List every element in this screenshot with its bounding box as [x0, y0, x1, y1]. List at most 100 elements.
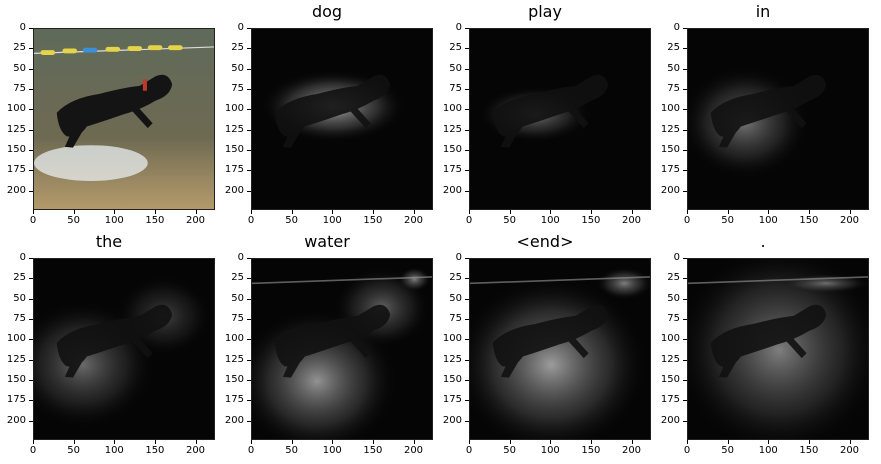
y-tick-label: 50 [667, 292, 680, 304]
subplot-title: <end> [516, 232, 574, 251]
y-tick-mark [247, 379, 251, 381]
subplot-panel: in 0 25 50 75 100 125 150 175 200 0 50 100 150 200 [654, 2, 872, 234]
x-tick-mark [808, 440, 810, 444]
subplot-title: play [528, 2, 562, 21]
x-tick-label: 100 [322, 215, 342, 226]
y-tick-mark [683, 278, 687, 280]
y-tick-label: 150 [224, 373, 244, 385]
y-tick-label: 25 [449, 272, 462, 284]
x-tick-label: 100 [322, 445, 342, 456]
y-tick-mark [29, 400, 33, 402]
y-tick-label: 25 [231, 42, 244, 54]
dog-silhouette [492, 304, 609, 378]
x-tick-label: 50 [285, 445, 298, 456]
x-tick-mark [469, 440, 470, 444]
y-tick-label: 50 [13, 292, 26, 304]
y-tick-mark [29, 170, 33, 172]
y-tick-label: 175 [660, 164, 680, 176]
y-tick-mark [29, 298, 33, 300]
y-tick-label: 200 [224, 414, 244, 426]
y-tick-mark [29, 48, 33, 50]
x-tick-mark [332, 440, 334, 444]
y-tick-mark [683, 339, 687, 341]
x-tick-label: 200 [403, 215, 424, 226]
y-tick-mark [465, 68, 469, 70]
buoy-line [688, 276, 868, 285]
x-tick-mark [590, 210, 592, 214]
y-tick-mark [29, 109, 33, 111]
y-tick-mark [247, 129, 251, 131]
y-tick-label: 75 [667, 82, 680, 94]
x-tick-label: 0 [29, 215, 37, 226]
y-tick-mark [247, 258, 251, 259]
buoy-line [470, 276, 650, 285]
x-tick-label: 200 [185, 445, 206, 456]
buoy-float [147, 45, 163, 51]
x-tick-label: 0 [29, 445, 37, 456]
x-tick-label: 150 [145, 445, 165, 456]
x-tick-label: 0 [683, 215, 691, 226]
y-tick-mark [465, 170, 469, 172]
x-tick-label: 200 [403, 445, 424, 456]
y-tick-mark [247, 88, 251, 90]
dog-silhouette [710, 304, 827, 378]
y-tick-mark [465, 339, 469, 341]
x-tick-mark [849, 210, 851, 214]
dog-silhouette [492, 74, 609, 148]
buoy-float [40, 50, 56, 55]
y-tick-label: 125 [224, 353, 244, 365]
x-tick-mark [291, 440, 293, 444]
x-tick-mark [154, 440, 156, 444]
x-tick-label: 100 [758, 215, 778, 226]
attention-map [469, 258, 651, 440]
subplot-title: water [304, 232, 350, 251]
y-tick-mark [683, 420, 687, 422]
y-tick-mark [29, 88, 33, 90]
dog-silhouette [274, 304, 391, 378]
y-tick-mark [247, 28, 251, 29]
y-tick-mark [29, 339, 33, 341]
subplot-panel: the 0 25 50 75 100 125 150 175 200 0 50 100 150 200 [0, 232, 218, 464]
x-tick-label: 0 [683, 445, 691, 456]
y-tick-label: 0 [237, 22, 244, 33]
y-tick-label: 125 [6, 353, 26, 365]
x-tick-label: 150 [145, 215, 165, 226]
subplot-title: the [95, 232, 123, 251]
x-tick-label: 50 [721, 215, 734, 226]
water-splash [34, 145, 148, 181]
subplot-panel: dog 0 25 50 75 100 125 150 175 200 0 50 100 150 200 [218, 2, 436, 234]
y-tick-mark [247, 420, 251, 422]
y-tick-mark [247, 149, 251, 151]
y-tick-label: 150 [442, 143, 462, 155]
x-tick-mark [727, 440, 729, 444]
y-tick-label: 50 [13, 62, 26, 74]
x-tick-label: 50 [503, 215, 516, 226]
dog-silhouette [274, 74, 391, 148]
attention-map [687, 28, 869, 210]
y-tick-label: 200 [6, 414, 26, 426]
y-tick-mark [465, 278, 469, 280]
x-tick-label: 200 [621, 215, 642, 226]
x-tick-label: 0 [247, 445, 255, 456]
y-tick-mark [465, 258, 469, 259]
x-tick-mark [413, 440, 415, 444]
y-tick-mark [29, 379, 33, 381]
y-tick-mark [683, 318, 687, 320]
x-tick-mark [154, 210, 156, 214]
y-tick-label: 25 [667, 42, 680, 54]
y-tick-mark [683, 88, 687, 90]
x-tick-mark [195, 210, 197, 214]
y-tick-label: 125 [224, 123, 244, 135]
y-tick-mark [683, 359, 687, 361]
y-tick-mark [465, 400, 469, 402]
x-tick-label: 100 [104, 215, 124, 226]
y-tick-label: 175 [442, 394, 462, 406]
y-tick-label: 175 [442, 164, 462, 176]
y-tick-label: 50 [231, 62, 244, 74]
y-tick-label: 100 [660, 103, 680, 115]
y-tick-label: 175 [6, 164, 26, 176]
subplot-panel: <end> 0 25 50 75 100 125 150 175 200 0 50 100 150 200 [436, 232, 654, 464]
y-tick-mark [29, 28, 33, 29]
y-tick-mark [683, 48, 687, 50]
y-tick-label: 0 [673, 252, 680, 263]
